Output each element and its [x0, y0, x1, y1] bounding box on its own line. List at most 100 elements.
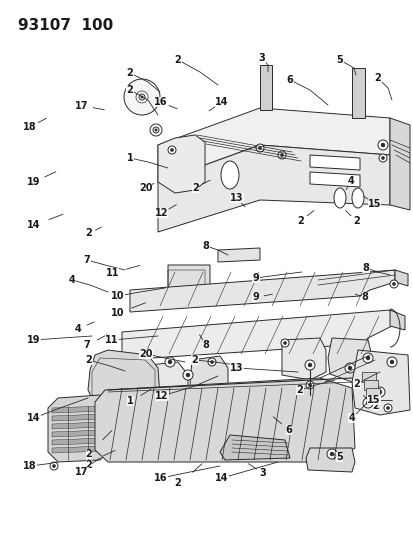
Polygon shape [158, 135, 204, 193]
Circle shape [169, 395, 178, 405]
Circle shape [280, 339, 288, 347]
Circle shape [389, 280, 397, 288]
Text: 8: 8 [202, 241, 209, 251]
Circle shape [378, 154, 386, 162]
Text: 18: 18 [23, 461, 37, 471]
Text: 9: 9 [252, 273, 259, 283]
Text: 2: 2 [374, 73, 380, 83]
Text: 2: 2 [85, 449, 92, 459]
Circle shape [365, 401, 369, 405]
Circle shape [165, 357, 175, 367]
Circle shape [386, 357, 396, 367]
Text: 14: 14 [27, 220, 40, 230]
Text: 2: 2 [85, 460, 92, 470]
Circle shape [154, 129, 157, 131]
Circle shape [374, 387, 384, 397]
Text: 16: 16 [154, 473, 167, 483]
Circle shape [307, 363, 311, 367]
Polygon shape [52, 438, 105, 445]
Text: 2: 2 [126, 85, 133, 95]
Circle shape [124, 79, 159, 115]
Ellipse shape [333, 188, 345, 208]
Polygon shape [48, 395, 110, 462]
Circle shape [277, 151, 285, 159]
Circle shape [171, 398, 176, 402]
Circle shape [365, 356, 369, 360]
Polygon shape [305, 448, 354, 472]
Text: 5: 5 [336, 55, 342, 65]
Circle shape [329, 452, 333, 456]
Text: 18: 18 [23, 122, 36, 132]
Text: 4: 4 [69, 275, 75, 285]
Circle shape [362, 398, 372, 408]
Circle shape [183, 370, 192, 380]
Polygon shape [52, 406, 105, 413]
Circle shape [347, 366, 351, 370]
Text: 3: 3 [258, 53, 265, 63]
Polygon shape [52, 414, 105, 421]
Text: 2: 2 [174, 478, 181, 488]
Text: 10: 10 [111, 309, 124, 318]
Circle shape [173, 296, 176, 300]
Text: 11: 11 [106, 268, 119, 278]
Circle shape [377, 140, 387, 150]
Text: 2: 2 [126, 68, 133, 78]
Circle shape [171, 294, 178, 302]
Circle shape [380, 143, 384, 147]
Circle shape [139, 94, 145, 100]
Polygon shape [389, 118, 409, 210]
Circle shape [385, 406, 389, 409]
Text: 12: 12 [155, 391, 169, 401]
Text: 5: 5 [335, 453, 342, 462]
Polygon shape [389, 310, 404, 330]
Text: 20: 20 [139, 183, 152, 192]
Text: 2: 2 [353, 216, 359, 226]
Text: 2: 2 [296, 385, 303, 395]
Text: 2: 2 [296, 216, 303, 226]
Circle shape [305, 381, 313, 389]
Circle shape [52, 464, 55, 467]
Text: 8: 8 [362, 263, 368, 273]
Bar [365, 388, 379, 398]
Text: 11: 11 [105, 335, 119, 345]
Polygon shape [138, 362, 188, 405]
Polygon shape [168, 265, 209, 298]
Text: 14: 14 [215, 473, 228, 483]
Circle shape [168, 146, 176, 154]
Text: 15: 15 [366, 395, 380, 405]
Text: 93107  100: 93107 100 [18, 18, 113, 33]
Polygon shape [219, 435, 289, 460]
Circle shape [210, 360, 213, 364]
Polygon shape [218, 248, 259, 262]
Text: 13: 13 [230, 193, 243, 203]
Text: 8: 8 [361, 293, 368, 302]
Text: 7: 7 [83, 255, 90, 265]
Text: 8: 8 [202, 341, 209, 350]
Ellipse shape [221, 161, 238, 189]
Text: 4: 4 [74, 325, 81, 334]
Polygon shape [158, 145, 389, 232]
Circle shape [207, 358, 216, 366]
Polygon shape [327, 338, 371, 382]
Circle shape [383, 404, 391, 412]
Polygon shape [394, 270, 407, 286]
Text: 14: 14 [27, 413, 40, 423]
Ellipse shape [351, 188, 363, 208]
Polygon shape [52, 446, 105, 453]
Polygon shape [122, 310, 391, 360]
Text: 9: 9 [252, 293, 259, 302]
Polygon shape [95, 378, 354, 462]
Circle shape [392, 282, 395, 286]
Polygon shape [52, 422, 105, 429]
Polygon shape [88, 350, 159, 418]
Text: 17: 17 [75, 467, 88, 477]
Circle shape [380, 156, 384, 159]
Polygon shape [259, 65, 271, 110]
Polygon shape [351, 350, 409, 415]
Text: 17: 17 [75, 101, 88, 110]
Circle shape [304, 360, 314, 370]
Text: 2: 2 [353, 379, 359, 389]
Circle shape [168, 360, 171, 364]
Circle shape [255, 144, 263, 152]
Circle shape [389, 360, 393, 364]
